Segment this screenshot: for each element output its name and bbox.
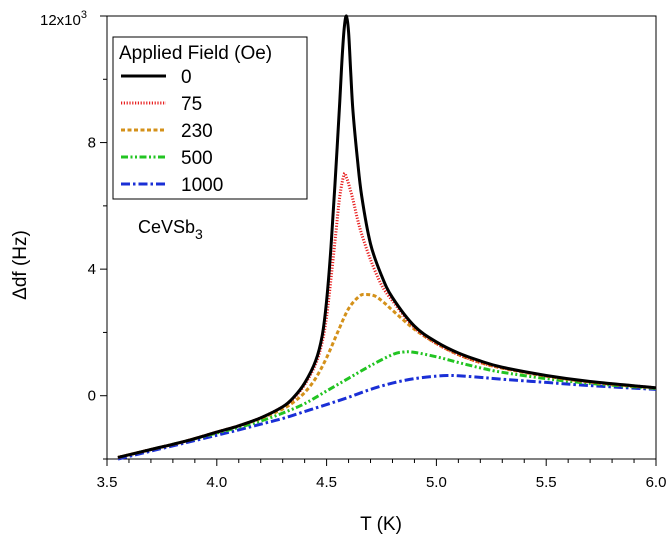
series-line-500 [117, 350, 657, 459]
x-tick-label: 4.5 [316, 474, 337, 491]
y-tick-label: 12x103 [40, 9, 87, 29]
x-tick-label: 4.0 [206, 474, 227, 491]
legend-label-500: 500 [181, 148, 213, 169]
series-line-1000 [117, 373, 657, 461]
legend-label-75: 75 [181, 94, 202, 115]
y-axis-ticks [100, 15, 107, 460]
y-tick-label-exponent: 3 [81, 9, 87, 21]
x-tick-label: 5.0 [426, 474, 447, 491]
y-axis-tick-labels: 0 4 8 12x103 [40, 9, 96, 405]
series-line-230 [117, 292, 657, 459]
x-axis-tick-labels: 3.5 4.0 4.5 5.0 5.5 6.0 [97, 474, 667, 491]
compound-annotation-base: CeVSb [138, 217, 195, 237]
legend-entries: 0 75 230 500 1000 [121, 67, 223, 196]
x-tick-label: 3.5 [97, 474, 118, 491]
legend-label-1000: 1000 [181, 175, 223, 196]
x-axis-title: T (K) [360, 514, 402, 535]
y-tick-label: 0 [88, 388, 96, 405]
y-tick-label: 8 [88, 135, 96, 152]
plot-area-frame [106, 15, 657, 460]
series-line-75 [117, 171, 657, 459]
compound-annotation-subscript: 3 [195, 226, 203, 242]
legend-box [112, 36, 308, 200]
legend-label-230: 230 [181, 121, 213, 142]
y-tick-label: 4 [88, 261, 96, 278]
series-line-0 [117, 14, 657, 459]
legend: Applied Field (Oe) 0 75 230 500 1000 [112, 36, 308, 200]
legend-title: Applied Field (Oe) [119, 43, 272, 64]
x-tick-label: 5.5 [536, 474, 557, 491]
x-tick-label: 6.0 [646, 474, 667, 491]
series-layer [117, 14, 657, 461]
y-axis-title: Δdf (Hz) [10, 230, 31, 300]
legend-label-0: 0 [181, 67, 192, 88]
x-axis-ticks [106, 459, 657, 466]
compound-annotation: CeVSb3 [138, 217, 203, 242]
